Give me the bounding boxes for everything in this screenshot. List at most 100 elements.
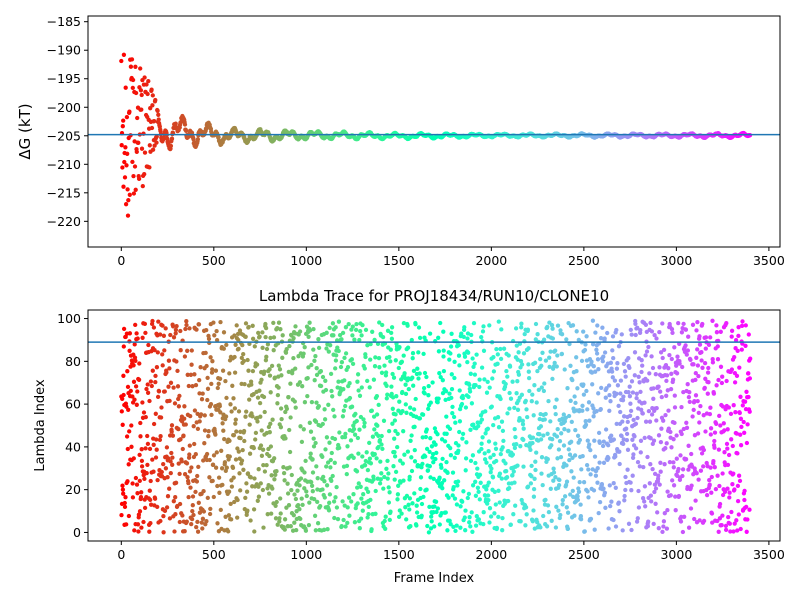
bottom-data-point [460,395,466,401]
bottom-data-point [469,332,474,338]
bottom-data-point [436,349,442,354]
bottom-data-point [382,363,387,368]
bottom-data-point [188,413,193,419]
bottom-data-point [119,409,124,414]
bottom-data-point [386,500,392,505]
bottom-data-point [498,356,504,362]
bottom-data-point [465,495,470,501]
bottom-data-point [412,447,417,453]
bottom-data-point [634,391,639,396]
bottom-data-point [533,467,538,473]
bottom-data-point [614,391,619,396]
bottom-data-point [600,359,605,364]
bottom-data-point [470,453,476,458]
bottom-data-point [403,382,408,387]
bottom-data-point [302,400,308,405]
bottom-data-point [498,396,503,402]
bottom-data-point [612,378,618,383]
bottom-data-point [732,487,737,492]
bottom-data-point [485,493,491,498]
bottom-data-point [450,404,455,410]
bottom-data-point [270,486,275,491]
bottom-data-point [333,366,338,371]
bottom-data-point [538,525,543,530]
bottom-data-point [601,460,607,465]
bottom-data-point [381,418,387,423]
bottom-data-point [728,411,734,417]
bottom-data-point [314,366,319,371]
bottom-data-point [531,508,536,513]
bottom-data-point [411,407,417,412]
bottom-data-point [380,334,386,340]
bottom-data-point [452,359,457,364]
top-data-point [131,191,137,196]
bottom-data-point [623,474,628,480]
top-data-point [142,150,148,155]
bottom-data-point [445,470,450,476]
bottom-data-point [647,371,652,376]
bottom-data-point [641,464,646,470]
bottom-data-point [637,464,642,469]
bottom-data-point [741,419,746,425]
bottom-data-point [687,390,692,395]
bottom-data-point [302,486,307,491]
bottom-data-point [591,364,596,369]
top-data-point [148,106,153,111]
top-data-point [133,90,139,96]
bottom-data-point [190,503,195,508]
bottom-data-point [389,336,395,341]
bottom-data-point [649,354,654,359]
bottom-data-point [134,402,139,407]
bottom-data-point [492,489,497,495]
bottom-data-point [185,348,190,353]
bottom-data-point [346,495,352,500]
bottom-data-point [576,486,581,491]
bottom-data-point [521,426,526,431]
top-y-tick-label: −215 [47,185,81,200]
bottom-data-point [658,439,664,445]
bottom-data-point [538,437,544,442]
bottom-data-point [411,368,417,374]
bottom-data-point [656,384,661,389]
bottom-data-point [189,362,194,367]
bottom-data-point [251,507,257,512]
bottom-data-point [665,489,670,494]
bottom-data-point [442,478,447,483]
bottom-data-point [164,370,169,375]
bottom-data-point [660,321,665,326]
bottom-data-point [147,398,152,404]
top-data-point [132,164,138,169]
bottom-data-point [483,431,488,436]
bottom-data-point [185,474,190,480]
bottom-data-point [549,443,554,448]
bottom-data-point [139,447,144,452]
bottom-data-point [331,499,337,504]
bottom-data-point [726,452,732,458]
bottom-data-point [351,455,356,460]
bottom-data-point [426,383,431,389]
bottom-data-point [717,501,723,507]
top-x-tick-label: 1000 [290,253,322,268]
bottom-data-point [489,404,494,409]
bottom-data-point [738,394,743,399]
bottom-data-point [490,475,496,480]
bottom-data-point [241,358,247,364]
bottom-x-tick-label: 2500 [568,547,600,562]
bottom-data-point [556,447,562,452]
bottom-data-point [254,362,260,367]
bottom-y-tick-label: 60 [65,397,81,412]
bottom-data-point [396,514,402,520]
bottom-data-point [590,382,595,387]
bottom-data-point [549,518,554,523]
bottom-data-point [647,481,652,486]
bottom-data-point [539,363,544,368]
bottom-data-point [385,328,391,333]
bottom-data-point [221,346,226,351]
bottom-data-point [135,389,140,394]
bottom-data-point [199,397,205,402]
bottom-data-point [506,498,511,504]
bottom-data-point [196,322,202,327]
bottom-data-point [523,505,529,510]
bottom-x-tick-label: 3500 [753,547,785,562]
bottom-data-point [404,517,409,522]
